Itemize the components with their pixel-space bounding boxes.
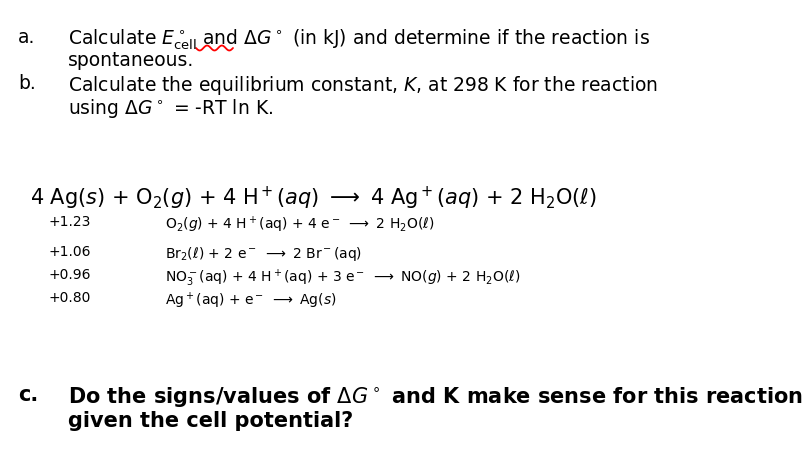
Text: spontaneous.: spontaneous. [68, 51, 194, 70]
Text: b.: b. [18, 74, 36, 93]
Text: 4 Ag($s$) + O$_2$($g$) + 4 H$^+$($aq$) $\longrightarrow$ 4 Ag$^+$($aq$) + 2 H$_2: 4 Ag($s$) + O$_2$($g$) + 4 H$^+$($aq$) $… [30, 185, 596, 212]
Text: given the cell potential?: given the cell potential? [68, 411, 353, 431]
Text: NO$_3^-$(aq) + 4 H$^+$(aq) + 3 e$^-$ $\longrightarrow$ NO($g$) + 2 H$_2$O($\ell$: NO$_3^-$(aq) + 4 H$^+$(aq) + 3 e$^-$ $\l… [165, 268, 520, 289]
Text: +0.80: +0.80 [48, 291, 90, 305]
Text: a.: a. [18, 28, 36, 47]
Text: using $\Delta G^\circ$ = -RT ln K.: using $\Delta G^\circ$ = -RT ln K. [68, 97, 272, 120]
Text: Br$_2$($\ell$) + 2 e$^-$ $\longrightarrow$ 2 Br$^-$(aq): Br$_2$($\ell$) + 2 e$^-$ $\longrightarro… [165, 245, 362, 263]
Text: +1.23: +1.23 [48, 215, 90, 229]
Text: Ag$^+$(aq) + e$^-$ $\longrightarrow$ Ag($s$): Ag$^+$(aq) + e$^-$ $\longrightarrow$ Ag(… [165, 291, 337, 311]
Text: O$_2$($g$) + 4 H$^+$(aq) + 4 e$^-$ $\longrightarrow$ 2 H$_2$O($\ell$): O$_2$($g$) + 4 H$^+$(aq) + 4 e$^-$ $\lon… [165, 215, 434, 235]
Text: Do the signs/values of $\Delta G^\circ$ and K make sense for this reaction: Do the signs/values of $\Delta G^\circ$ … [68, 385, 802, 409]
Text: +0.96: +0.96 [48, 268, 90, 282]
Text: c.: c. [18, 385, 38, 405]
Text: Calculate $\mathit{E}^\circ_\mathrm{cell}$ and $\Delta G^\circ$ (in kJ) and dete: Calculate $\mathit{E}^\circ_\mathrm{cell… [68, 28, 649, 52]
Text: Calculate the equilibrium constant, $\mathit{K}$, at 298 K for the reaction: Calculate the equilibrium constant, $\ma… [68, 74, 657, 97]
Text: +1.06: +1.06 [48, 245, 90, 259]
